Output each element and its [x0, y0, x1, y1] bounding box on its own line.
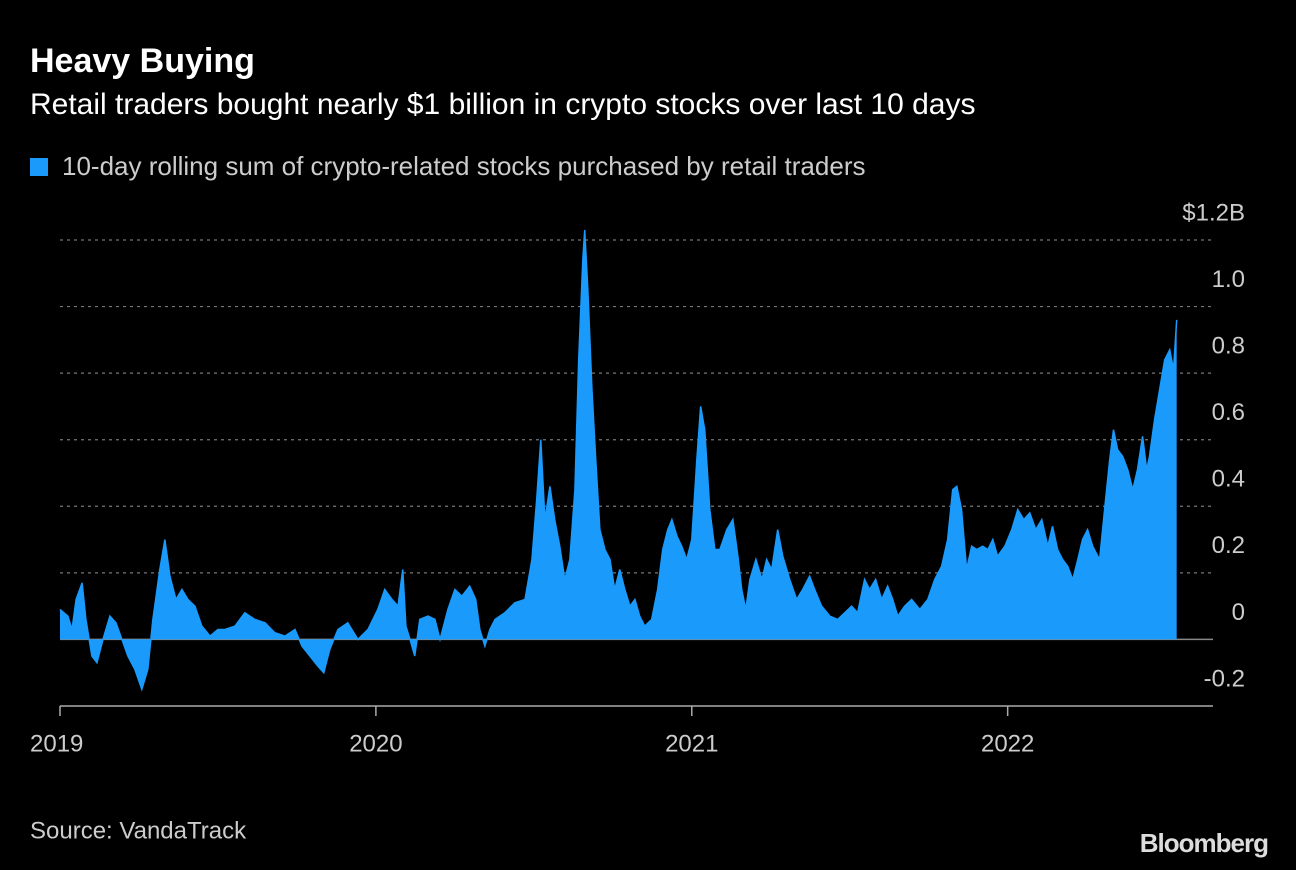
chart-title: Heavy Buying — [30, 42, 255, 80]
y-tick-label: 0.2 — [1212, 532, 1245, 559]
area-fill — [60, 230, 1177, 690]
y-tick-label: -0.2 — [1204, 665, 1245, 692]
brand: Bloomberg — [1140, 828, 1268, 858]
x-tick-label: 2021 — [665, 730, 718, 757]
area-line — [59, 229, 1178, 692]
legend-label: 10-day rolling sum of crypto-related sto… — [62, 151, 865, 181]
source: Source: VandaTrack — [30, 817, 247, 844]
x-tick-label: 2019 — [30, 730, 83, 757]
x-tick-label: 2022 — [981, 730, 1034, 757]
y-tick-label: 0 — [1232, 599, 1245, 626]
y-tick-label: 0.6 — [1212, 399, 1245, 426]
chart-subtitle: Retail traders bought nearly $1 billion … — [30, 88, 975, 121]
y-tick-label: 0.8 — [1212, 332, 1245, 359]
y-tick-label: 1.0 — [1212, 266, 1245, 293]
x-tick-label: 2020 — [349, 730, 402, 757]
y-tick-label: 0.4 — [1212, 466, 1245, 493]
legend-swatch — [30, 158, 48, 176]
y-tick-label: $1.2B — [1182, 199, 1245, 226]
